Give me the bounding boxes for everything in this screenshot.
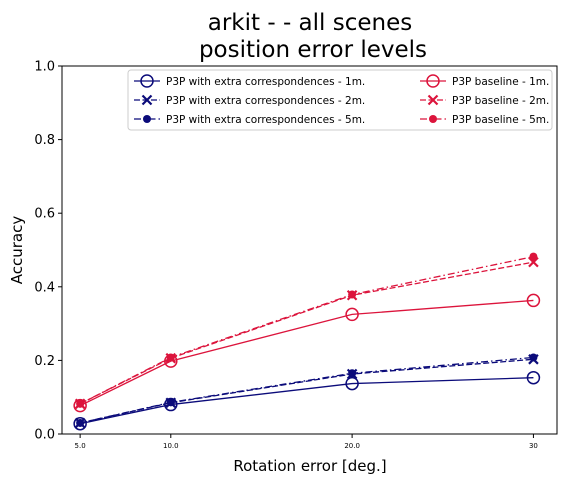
series-3 (76, 353, 538, 427)
legend-label: P3P with extra correspondences - 1m. (166, 76, 365, 88)
y-tick-label: 0.0 (34, 428, 55, 443)
y-axis-label: Accuracy (8, 216, 26, 285)
series-4 (73, 293, 541, 413)
x-tick-label: 10.0 (163, 442, 179, 450)
series-1 (73, 370, 541, 431)
axis-ticks: 0.0 0.2 0.4 0.6 0.8 1.0 5.0 10.0 20.0 30 (34, 60, 538, 451)
legend-marker (427, 94, 439, 106)
data-point (345, 307, 359, 322)
legend-label: P3P baseline - 5m. (452, 114, 549, 126)
x-tick-label: 20.0 (344, 442, 360, 450)
data-point (76, 418, 85, 427)
plot-frame (61, 65, 558, 435)
series-group (73, 252, 541, 431)
series-2 (74, 354, 539, 429)
legend-marker (429, 115, 437, 123)
plot-area (61, 65, 558, 435)
x-marker-stroke (427, 94, 439, 106)
legend-label: P3P with extra correspondences - 2m. (166, 95, 365, 107)
data-point (345, 376, 359, 391)
legend-item: P3P baseline - 5m. (420, 114, 549, 126)
legend-label: P3P baseline - 1m. (452, 76, 549, 88)
data-point (526, 370, 541, 385)
legend-label: P3P baseline - 2m. (452, 95, 549, 107)
y-tick-label: 0.2 (34, 354, 55, 369)
data-point (73, 416, 87, 431)
series-line (79, 377, 534, 425)
x-tick-label: 5.0 (75, 442, 86, 450)
series-5 (74, 256, 539, 410)
y-tick-label: 0.6 (34, 207, 55, 222)
y-tick-label: 0.4 (34, 280, 55, 295)
legend-marker (143, 115, 151, 123)
data-point (529, 252, 538, 261)
series-line (79, 299, 534, 407)
x-axis-label: Rotation error [deg.] (233, 457, 386, 475)
legend-marker (426, 74, 440, 88)
legend-label: P3P with extra correspondences - 5m. (166, 114, 365, 126)
legend-item: P3P baseline - 2m. (420, 94, 549, 107)
data-point (76, 399, 85, 408)
data-point (529, 353, 538, 362)
series-line (79, 261, 534, 405)
chart-title-line1: arkit - - all scenes (208, 10, 412, 36)
x-tick-label: 30 (529, 442, 538, 450)
y-tick-label: 1.0 (34, 60, 55, 75)
data-point (526, 293, 541, 308)
data-point (166, 398, 175, 407)
legend-frame (127, 69, 553, 131)
chart-title-line2: position error levels (199, 37, 427, 63)
x-marker-stroke (141, 94, 153, 106)
legend-item: P3P with extra correspondences - 2m. (134, 94, 365, 107)
series-6 (76, 252, 538, 408)
legend-item: P3P baseline - 1m. (420, 74, 549, 88)
data-point (348, 290, 357, 299)
series-line (79, 356, 534, 424)
data-point (348, 369, 357, 378)
legend-marker (141, 94, 153, 106)
y-tick-label: 0.8 (34, 133, 55, 148)
legend-item: P3P with extra correspondences - 5m. (134, 114, 365, 126)
data-point (73, 398, 87, 413)
legend: P3P with extra correspondences - 1m. P3P … (127, 69, 553, 131)
legend-item: P3P with extra correspondences - 1m. (134, 74, 365, 88)
legend-marker (140, 74, 154, 88)
data-point (166, 353, 175, 362)
